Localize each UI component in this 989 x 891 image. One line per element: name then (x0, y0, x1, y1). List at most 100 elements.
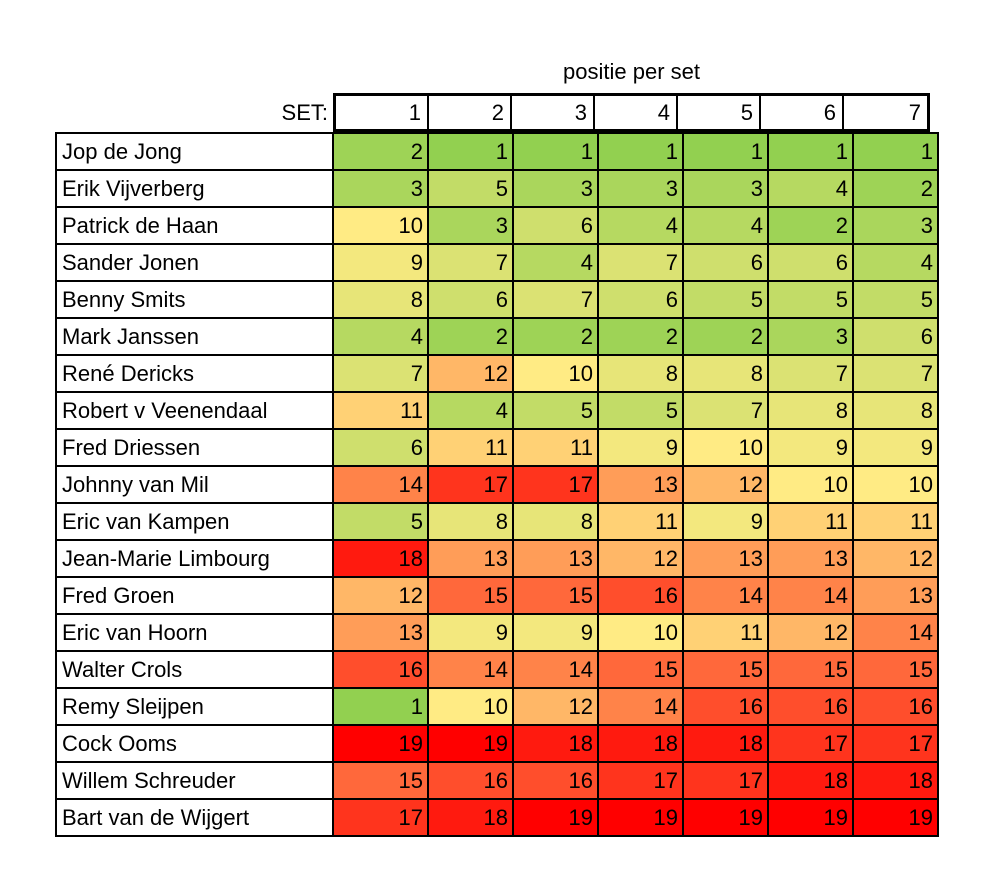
position-cell: 3 (852, 206, 939, 245)
position-cell: 16 (852, 687, 939, 726)
position-cell: 14 (852, 613, 939, 652)
position-cell: 18 (852, 761, 939, 800)
position-cell: 19 (682, 798, 769, 837)
position-cell: 1 (427, 132, 514, 171)
position-cell: 18 (597, 724, 684, 763)
position-cell: 4 (852, 243, 939, 282)
position-cell: 12 (767, 613, 854, 652)
table-row: Mark Janssen 4 2 2 2 2 3 6 (55, 317, 939, 356)
position-cell: 19 (852, 798, 939, 837)
position-cell: 15 (332, 761, 429, 800)
position-cell: 16 (597, 576, 684, 615)
table-row: Willem Schreuder 15 16 16 17 17 18 18 (55, 761, 939, 800)
position-cell: 6 (597, 280, 684, 319)
position-cell: 1 (332, 687, 429, 726)
position-cell: 9 (427, 613, 514, 652)
position-cell: 14 (427, 650, 514, 689)
position-cell: 1 (682, 132, 769, 171)
table-row: Eric van Kampen 5 8 8 11 9 11 11 (55, 502, 939, 541)
set-label: SET: (281, 100, 328, 125)
position-cell: 17 (597, 761, 684, 800)
table-row: Cock Ooms 19 19 18 18 18 17 17 (55, 724, 939, 763)
position-cell: 5 (332, 502, 429, 541)
position-cell: 16 (767, 687, 854, 726)
player-name: Cock Ooms (55, 724, 334, 763)
position-cell: 10 (767, 465, 854, 504)
position-cell: 2 (767, 206, 854, 245)
position-cell: 4 (332, 317, 429, 356)
position-cell: 7 (512, 280, 599, 319)
position-cell: 11 (332, 391, 429, 430)
position-cell: 8 (767, 391, 854, 430)
position-cell: 13 (427, 539, 514, 578)
player-name: Eric van Kampen (55, 502, 334, 541)
position-cell: 5 (767, 280, 854, 319)
position-cell: 1 (597, 132, 684, 171)
position-cell: 11 (767, 502, 854, 541)
player-name: Bart van de Wijgert (55, 798, 334, 837)
position-cell: 11 (682, 613, 769, 652)
player-name: Robert v Veenendaal (55, 391, 334, 430)
table-row: René Dericks 7 12 10 8 8 7 7 (55, 354, 939, 393)
player-name: René Dericks (55, 354, 334, 393)
position-cell: 8 (682, 354, 769, 393)
position-cell: 18 (427, 798, 514, 837)
set-header-cell: 1 (336, 96, 429, 129)
position-cell: 9 (512, 613, 599, 652)
table-row: Benny Smits 8 6 7 6 5 5 5 (55, 280, 939, 319)
position-cell: 10 (512, 354, 599, 393)
table-row: Bart van de Wijgert 17 18 19 19 19 19 19 (55, 798, 939, 837)
set-header-cell: 4 (595, 96, 678, 129)
position-table: Jop de Jong 2 1 1 1 1 1 1 Erik Vijverberg 3 5 3 3 3 4 2… (55, 132, 939, 837)
position-cell: 8 (852, 391, 939, 430)
position-cell: 6 (512, 206, 599, 245)
position-cell: 18 (767, 761, 854, 800)
player-name: Willem Schreuder (55, 761, 334, 800)
position-cell: 5 (512, 391, 599, 430)
set-header-cell: 2 (429, 96, 512, 129)
position-cell: 17 (852, 724, 939, 763)
position-cell: 3 (332, 169, 429, 208)
position-cell: 3 (427, 206, 514, 245)
position-cell: 2 (427, 317, 514, 356)
position-cell: 19 (332, 724, 429, 763)
position-cell: 17 (512, 465, 599, 504)
set-header-cell: 3 (512, 96, 595, 129)
position-cell: 2 (332, 132, 429, 171)
position-cell: 13 (682, 539, 769, 578)
table-row: Fred Groen 12 15 15 16 14 14 13 (55, 576, 939, 615)
position-cell: 2 (852, 169, 939, 208)
position-cell: 6 (767, 243, 854, 282)
position-cell: 15 (512, 576, 599, 615)
player-name: Eric van Hoorn (55, 613, 334, 652)
player-name: Patrick de Haan (55, 206, 334, 245)
position-cell: 5 (427, 169, 514, 208)
set-header-cell: 5 (678, 96, 761, 129)
position-cell: 6 (332, 428, 429, 467)
table-row: Walter Crols 16 14 14 15 15 15 15 (55, 650, 939, 689)
position-cell: 4 (767, 169, 854, 208)
table-row: Eric van Hoorn 13 9 9 10 11 12 14 (55, 613, 939, 652)
position-cell: 1 (852, 132, 939, 171)
player-name: Fred Groen (55, 576, 334, 615)
position-cell: 17 (682, 761, 769, 800)
position-cell: 3 (597, 169, 684, 208)
position-cell: 15 (682, 650, 769, 689)
position-cell: 19 (512, 798, 599, 837)
position-cell: 11 (852, 502, 939, 541)
table-row: Johnny van Mil 14 17 17 13 12 10 10 (55, 465, 939, 504)
position-cell: 13 (767, 539, 854, 578)
position-cell: 6 (852, 317, 939, 356)
position-cell: 5 (597, 391, 684, 430)
position-cell: 12 (427, 354, 514, 393)
position-cell: 13 (332, 613, 429, 652)
position-cell: 8 (512, 502, 599, 541)
position-cell: 14 (512, 650, 599, 689)
position-cell: 2 (682, 317, 769, 356)
position-cell: 16 (427, 761, 514, 800)
position-cell: 7 (682, 391, 769, 430)
position-cell: 4 (427, 391, 514, 430)
position-cell: 9 (852, 428, 939, 467)
player-name: Sander Jonen (55, 243, 334, 282)
position-cell: 8 (427, 502, 514, 541)
